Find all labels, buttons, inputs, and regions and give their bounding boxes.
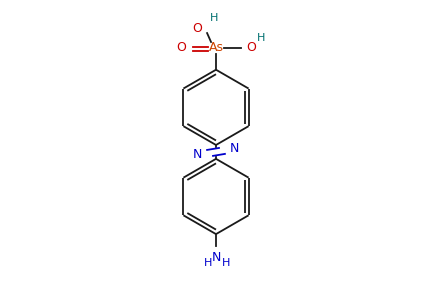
Text: H: H <box>257 33 265 43</box>
Text: H: H <box>203 258 212 268</box>
Text: N: N <box>192 148 202 161</box>
Text: N: N <box>229 142 239 156</box>
Text: H: H <box>209 13 218 23</box>
Text: O: O <box>246 41 256 55</box>
Text: O: O <box>176 41 186 55</box>
Text: As: As <box>208 41 223 55</box>
Text: O: O <box>192 22 202 35</box>
Text: H: H <box>221 258 230 268</box>
Text: N: N <box>211 251 220 264</box>
